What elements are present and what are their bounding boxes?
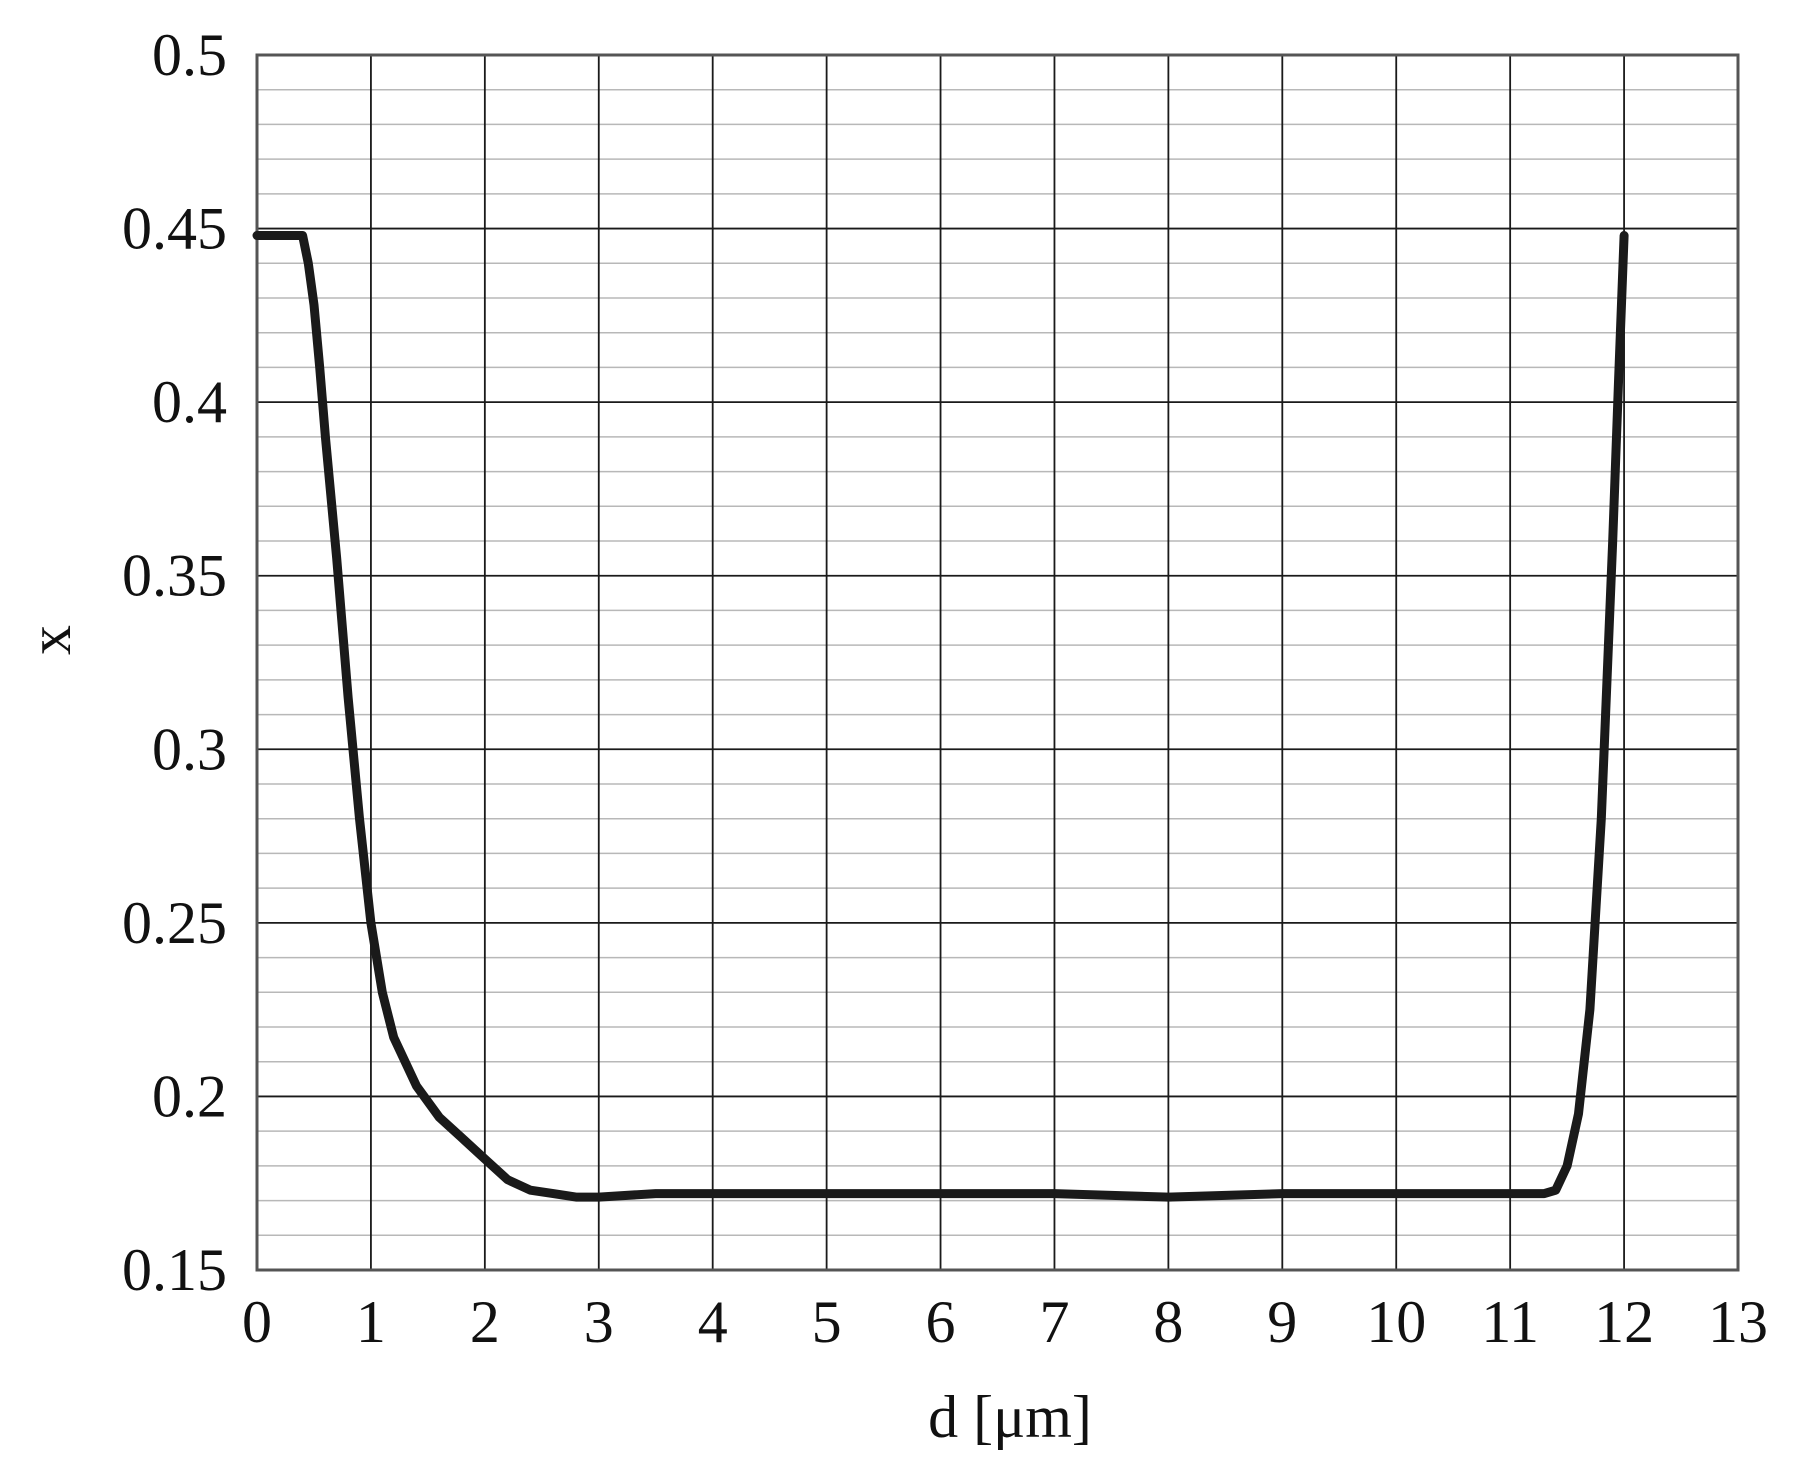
x-tick-label: 10 (1366, 1289, 1426, 1355)
y-axis-label: x (17, 625, 83, 655)
series-layer (252, 231, 1629, 1202)
x-tick-label: 9 (1267, 1289, 1297, 1355)
y-tick-label: 0.4 (152, 369, 227, 435)
x-tick-label: 0 (242, 1289, 272, 1355)
y-tick-label: 0.25 (122, 890, 227, 956)
series-line (252, 231, 1629, 1202)
y-tick-label: 0.5 (152, 22, 227, 88)
plot-frame (255, 53, 1740, 1272)
x-tick-label: 4 (698, 1289, 728, 1355)
y-tick-label: 0.35 (122, 543, 227, 609)
major-gridlines (256, 54, 1739, 1271)
x-tick-label: 13 (1708, 1289, 1768, 1355)
x-tick-label: 6 (926, 1289, 956, 1355)
x-tick-label: 2 (470, 1289, 500, 1355)
y-tick-label: 0.45 (122, 196, 227, 262)
x-axis-label: d [μm] (928, 1384, 1092, 1450)
x-tick-label: 8 (1153, 1289, 1183, 1355)
minor-gridlines (257, 88, 1738, 1237)
y-tick-label: 0.3 (152, 716, 227, 782)
y-tick-label: 0.15 (122, 1237, 227, 1303)
x-tick-label: 1 (356, 1289, 386, 1355)
x-tick-label: 7 (1039, 1289, 1069, 1355)
x-tick-label: 11 (1481, 1289, 1539, 1355)
x-tick-label: 12 (1594, 1289, 1654, 1355)
x-tick-label: 5 (812, 1289, 842, 1355)
x-tick-label: 3 (584, 1289, 614, 1355)
x-tick-labels: 0 1 2 3 4 5 6 7 8 9 10 11 12 13 (242, 1289, 1768, 1355)
y-tick-label: 0.2 (152, 1063, 227, 1129)
y-tick-labels: 0.15 0.2 0.25 0.3 0.35 0.4 0.45 0.5 (122, 22, 227, 1303)
